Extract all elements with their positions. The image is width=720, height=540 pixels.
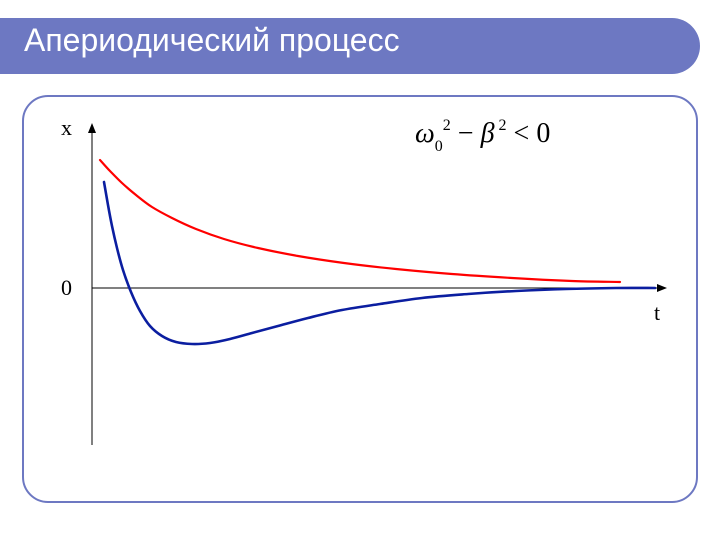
formula-part: − — [451, 118, 481, 149]
label-zero: 0 — [61, 275, 72, 301]
curve-blue — [104, 182, 655, 344]
label-t: t — [654, 300, 660, 326]
formula-part: 2 — [499, 117, 507, 134]
formula-part: 0 — [435, 138, 443, 155]
curve-red — [100, 160, 620, 282]
formula-part: < 0 — [507, 118, 551, 149]
chart — [0, 0, 720, 540]
x-axis-arrow — [657, 284, 667, 292]
formula-part: 2 — [443, 117, 451, 134]
label-x: x — [61, 115, 72, 141]
formula-part: β — [481, 118, 495, 149]
formula-part: ω — [415, 118, 435, 149]
y-axis-arrow — [88, 123, 96, 133]
inequality-formula: ω02 − β2 < 0 — [415, 118, 550, 154]
